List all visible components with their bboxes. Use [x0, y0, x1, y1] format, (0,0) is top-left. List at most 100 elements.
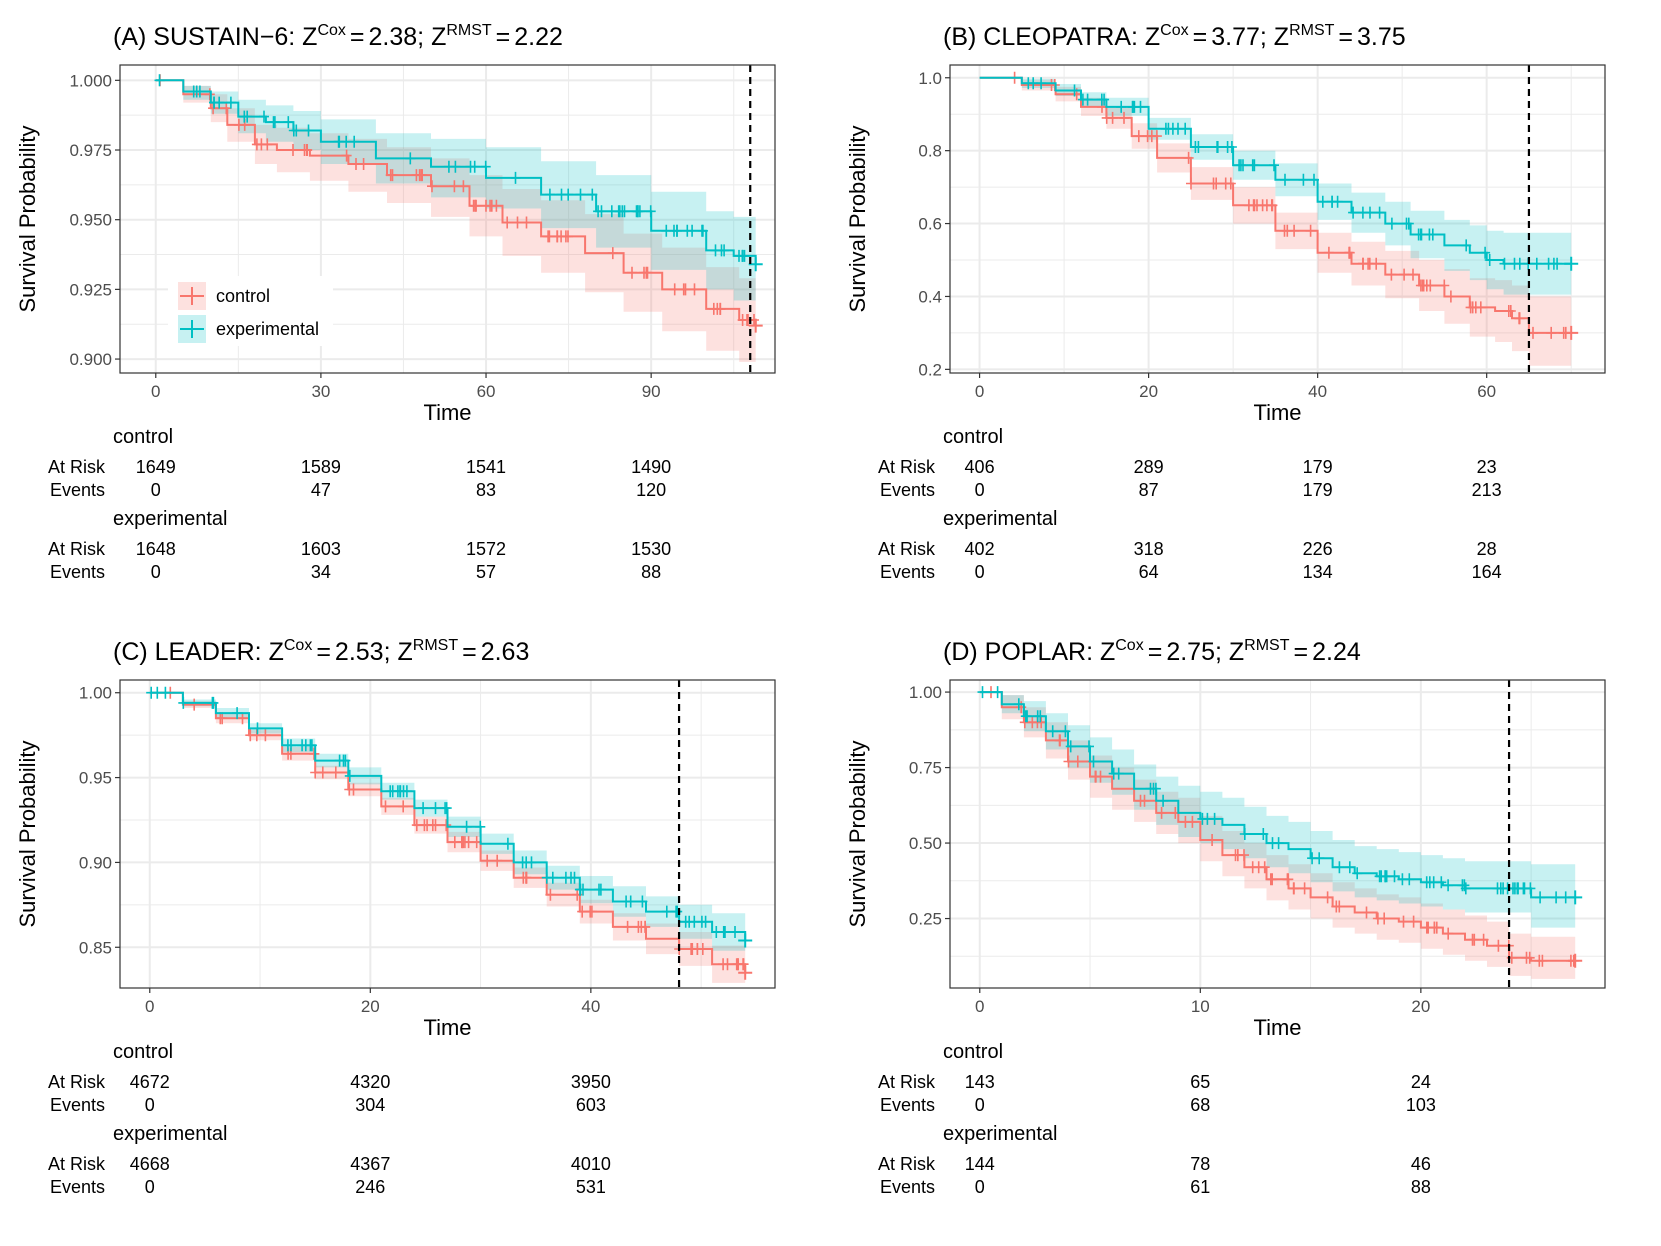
data-layer	[146, 680, 753, 988]
censor-mark-experimental	[556, 188, 567, 201]
censor-mark-control	[208, 102, 219, 115]
x-tick-label: 40	[581, 997, 600, 1016]
censor-mark-experimental	[737, 249, 748, 262]
risk-table: control At Risk Events 143 0 65 68 24 103 experim…	[878, 1041, 1436, 1197]
title-title-prefix: (D) POPLAR:	[943, 638, 1093, 666]
censor-mark-experimental	[1212, 141, 1223, 153]
x-tick-label: 40	[1308, 382, 1327, 401]
censor-mark-control	[1265, 873, 1276, 886]
censor-mark-control	[1063, 755, 1074, 768]
censor-mark-experimental	[1036, 77, 1047, 90]
events-value: 304	[355, 1095, 385, 1115]
censor-mark-control	[1546, 326, 1557, 339]
title-title-eq: =	[350, 23, 365, 51]
censor-mark-experimental	[1424, 876, 1435, 889]
censor-mark-control	[1299, 882, 1310, 895]
censor-mark-control	[678, 283, 689, 296]
title-title-sep: ;	[1215, 638, 1222, 666]
censor-mark-experimental	[441, 802, 452, 815]
censor-mark-control	[471, 199, 482, 212]
censor-mark-control	[419, 819, 430, 832]
legend: control experimental	[168, 276, 333, 346]
title-title-z-label: Z	[262, 638, 284, 666]
events-value: 87	[1139, 480, 1159, 500]
events-value: 164	[1472, 562, 1502, 582]
title-title-rmst-sup: RMST	[446, 22, 492, 39]
censor-mark-control	[1399, 268, 1410, 281]
censor-mark-experimental	[1269, 159, 1279, 172]
censor-mark-control	[622, 920, 633, 933]
censor-mark-experimental	[475, 820, 486, 833]
at-risk-value: 4367	[350, 1154, 390, 1174]
censor-mark-experimental	[992, 686, 1003, 699]
censor-mark-experimental	[1552, 257, 1563, 270]
censor-mark-experimental	[1298, 173, 1309, 186]
events-value: 531	[576, 1177, 606, 1197]
title-z-cox: 2.38	[369, 23, 418, 51]
y-axis-title: Survival Probability	[15, 125, 40, 312]
title-title-prefix: (C) LEADER:	[113, 638, 262, 666]
y-tick-label: 0.4	[918, 287, 942, 306]
censor-mark-control	[1521, 951, 1532, 964]
censor-mark-control	[1243, 199, 1254, 212]
censor-mark-control	[1344, 246, 1355, 259]
at-risk-value: 144	[965, 1154, 995, 1174]
chart-svg: (D) POPLAR: ZCox = 2.75; ZRMST = 2.240.250.5…	[845, 637, 1606, 1197]
censor-mark-control	[1187, 815, 1198, 828]
censor-mark-experimental	[1249, 159, 1260, 172]
censor-mark-control	[512, 216, 523, 229]
censor-mark-experimental	[1239, 828, 1250, 840]
at-risk-value: 78	[1190, 1154, 1210, 1174]
censor-mark-control	[491, 199, 502, 212]
y-tick-label: 0.85	[79, 938, 112, 957]
censor-mark-control	[237, 712, 248, 725]
censor-mark-experimental	[1348, 206, 1359, 219]
at-risk-value: 24	[1411, 1072, 1431, 1092]
censor-mark-control	[1146, 130, 1157, 143]
censor-mark-control	[1386, 268, 1397, 281]
censor-mark-experimental	[268, 116, 279, 129]
chart-svg: (C) LEADER: ZCox = 2.53; ZRMST = 2.630.850.9…	[15, 637, 776, 1197]
censor-mark-experimental	[1082, 93, 1093, 106]
censor-mark-control	[1282, 224, 1293, 237]
panel-title: (C) LEADER: ZCox = 2.53; ZRMST = 2.63	[113, 637, 529, 666]
x-tick-label: 20	[1139, 382, 1158, 401]
censor-mark-experimental	[1190, 141, 1201, 153]
title-z-rmst: 2.63	[481, 638, 530, 666]
censor-mark-experimental	[661, 224, 672, 237]
censor-mark-experimental	[1047, 725, 1058, 738]
censor-mark-experimental	[1327, 195, 1338, 208]
events-value: 103	[1406, 1095, 1436, 1115]
risk-group-label-control: control	[113, 426, 173, 448]
title-title-eq: =	[1193, 23, 1208, 51]
censor-mark-experimental	[1480, 246, 1491, 259]
censor-mark-experimental	[146, 686, 157, 699]
censor-mark-control	[640, 920, 651, 933]
censor-mark-experimental	[1531, 257, 1542, 270]
censor-mark-experimental	[719, 244, 730, 257]
legend-background	[168, 276, 333, 346]
censor-mark-experimental	[465, 160, 476, 173]
censor-mark-control	[260, 729, 271, 742]
censor-mark-control	[288, 144, 298, 156]
censor-mark-control	[1186, 177, 1196, 190]
x-axis-title: Time	[1253, 1015, 1301, 1040]
censor-mark-experimental	[1022, 710, 1033, 723]
censor-mark-experimental	[682, 224, 693, 237]
risk-row-label-events: Events	[50, 480, 105, 500]
censor-mark-control	[1322, 891, 1333, 904]
censor-mark-control	[458, 180, 469, 193]
events-value: 88	[641, 562, 661, 582]
risk-group-label-experimental: experimental	[113, 508, 228, 530]
censor-mark-control	[1467, 933, 1478, 946]
censor-mark-experimental	[430, 802, 441, 815]
censor-mark-experimental	[1357, 206, 1368, 219]
censor-mark-control	[563, 230, 573, 243]
censor-mark-control	[687, 943, 698, 955]
risk-row-label-at-risk: At Risk	[48, 1154, 106, 1174]
title-title-z-label: Z	[1093, 638, 1115, 666]
censor-mark-experimental	[1344, 861, 1355, 874]
censor-mark-control	[1156, 806, 1167, 819]
risk-group-label-control: control	[943, 1041, 1003, 1063]
censor-mark-control	[1305, 224, 1316, 237]
